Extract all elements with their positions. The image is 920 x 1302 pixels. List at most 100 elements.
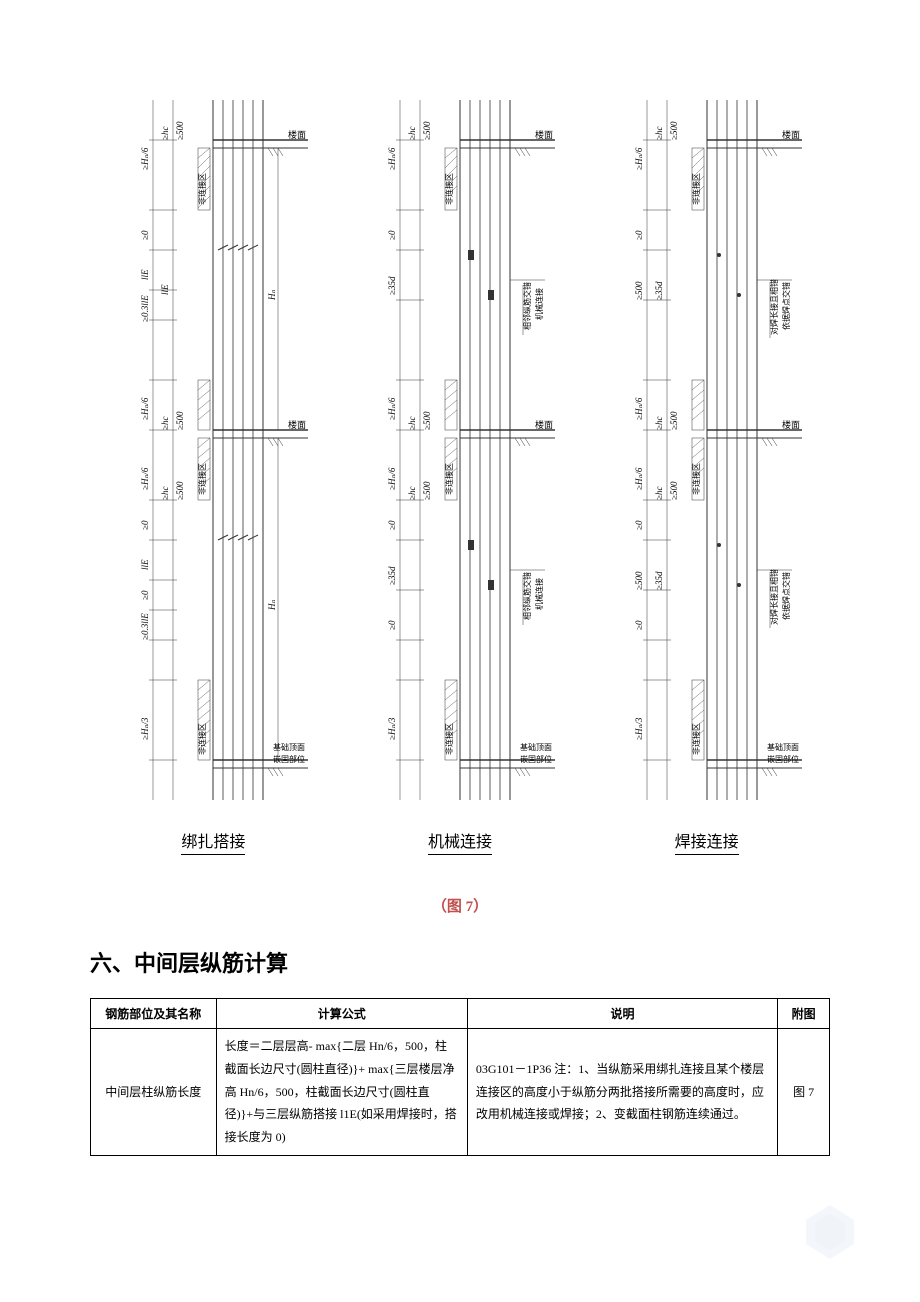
svg-text:非连接区: 非连接区 bbox=[197, 173, 207, 205]
svg-text:非连接区: 非连接区 bbox=[197, 723, 207, 755]
svg-text:楼面: 楼面 bbox=[535, 419, 553, 430]
panel-1-label: 绑扎搭接 bbox=[181, 828, 245, 855]
panel-2-label: 机械连接 bbox=[428, 828, 492, 855]
svg-text:对焊长接且相错: 对焊长接且相错 bbox=[769, 279, 779, 335]
svg-text:llE: llE bbox=[140, 559, 150, 570]
svg-text:≥hc: ≥hc bbox=[160, 417, 170, 430]
svg-text:≥500: ≥500 bbox=[422, 411, 432, 430]
svg-text:≥0: ≥0 bbox=[140, 230, 150, 240]
svg-text:≥hc: ≥hc bbox=[654, 417, 664, 430]
section-title: 六、中间层纵筋计算 bbox=[90, 946, 830, 978]
diagram-container: 楼面 楼面 基础顶面 嵌固部位 bbox=[90, 100, 830, 855]
svg-text:非连接区: 非连接区 bbox=[444, 723, 454, 755]
svg-text:≥35d: ≥35d bbox=[654, 281, 664, 300]
svg-text:≥0: ≥0 bbox=[387, 520, 397, 530]
svg-text:非连接区: 非连接区 bbox=[691, 173, 701, 205]
svg-text:≥500: ≥500 bbox=[175, 411, 185, 430]
watermark-icon bbox=[800, 1202, 860, 1262]
svg-text:非连接区: 非连接区 bbox=[444, 463, 454, 495]
diagram-svg-3: 楼面 楼面 基础顶面 嵌固部位 bbox=[607, 100, 807, 820]
svg-text:≥500: ≥500 bbox=[634, 281, 644, 300]
cell-fig: 图 7 bbox=[778, 1029, 830, 1156]
table-header-2: 计算公式 bbox=[216, 999, 467, 1029]
svg-text:≥hc: ≥hc bbox=[654, 487, 664, 500]
calc-table: 钢筋部位及其名称 计算公式 说明 附图 中间层柱纵筋长度 长度＝二层层高- ma… bbox=[90, 998, 830, 1156]
svg-text:≥0.3llE: ≥0.3llE bbox=[140, 613, 150, 640]
svg-text:楼面: 楼面 bbox=[782, 129, 800, 140]
hatch-top: 非连接区 bbox=[197, 148, 210, 210]
svg-text:非连接区: 非连接区 bbox=[444, 173, 454, 205]
svg-text:≥500: ≥500 bbox=[634, 571, 644, 590]
svg-text:≥0: ≥0 bbox=[634, 620, 644, 630]
floor-mid: 楼面 bbox=[213, 419, 308, 446]
svg-text:≥hc: ≥hc bbox=[160, 487, 170, 500]
svg-text:相邻纵筋交错: 相邻纵筋交错 bbox=[522, 282, 532, 330]
svg-text:基础顶面: 基础顶面 bbox=[520, 742, 552, 752]
cell-formula: 长度＝二层层高- max{二层 Hn/6，500，柱截面长边尺寸(圆柱直径)}+… bbox=[216, 1029, 467, 1156]
table-header-3: 说明 bbox=[467, 999, 777, 1029]
hatch-mid-bot: 非连接区 bbox=[197, 438, 210, 500]
svg-text:≥hc: ≥hc bbox=[160, 127, 170, 140]
svg-text:≥hc: ≥hc bbox=[407, 417, 417, 430]
svg-text:≥500: ≥500 bbox=[175, 121, 185, 140]
svg-text:楼面: 楼面 bbox=[535, 129, 553, 140]
svg-text:≥hc: ≥hc bbox=[654, 127, 664, 140]
svg-text:≥hc: ≥hc bbox=[407, 127, 417, 140]
svg-text:依据焊点交错: 依据焊点交错 bbox=[781, 572, 791, 620]
hatch-bot: 非连接区 bbox=[197, 680, 210, 760]
svg-text:≥500: ≥500 bbox=[669, 411, 679, 430]
svg-text:≥500: ≥500 bbox=[422, 121, 432, 140]
svg-text:≥Hₙ/3: ≥Hₙ/3 bbox=[387, 717, 397, 740]
table-row: 中间层柱纵筋长度 长度＝二层层高- max{二层 Hn/6，500，柱截面长边尺… bbox=[91, 1029, 830, 1156]
svg-text:≥Hₙ/6: ≥Hₙ/6 bbox=[387, 467, 397, 490]
panel-3-label: 焊接连接 bbox=[675, 828, 739, 855]
svg-text:≥Hₙ/3: ≥Hₙ/3 bbox=[634, 717, 644, 740]
svg-text:机械连接: 机械连接 bbox=[534, 578, 544, 610]
diagram-panel-2: 楼面 楼面 基础顶面 嵌固部位 bbox=[360, 100, 560, 855]
svg-text:非连接区: 非连接区 bbox=[691, 463, 701, 495]
svg-text:≥Hₙ/6: ≥Hₙ/6 bbox=[387, 147, 397, 170]
svg-text:≥Hₙ/6: ≥Hₙ/6 bbox=[387, 397, 397, 420]
svg-text:≥Hₙ/6: ≥Hₙ/6 bbox=[140, 467, 150, 490]
floor-top: 楼面 bbox=[213, 129, 308, 156]
svg-text:≥Hₙ/6: ≥Hₙ/6 bbox=[634, 147, 644, 170]
svg-text:嵌固部位: 嵌固部位 bbox=[520, 754, 552, 764]
diagram-panel-3: 楼面 楼面 基础顶面 嵌固部位 bbox=[607, 100, 807, 855]
diagram-svg-2: 楼面 楼面 基础顶面 嵌固部位 bbox=[360, 100, 560, 820]
svg-text:≥500: ≥500 bbox=[175, 481, 185, 500]
svg-text:llE: llE bbox=[140, 269, 150, 280]
svg-text:对焊长接且相错: 对焊长接且相错 bbox=[769, 569, 779, 625]
svg-text:≥Hₙ/3: ≥Hₙ/3 bbox=[140, 717, 150, 740]
svg-text:≥500: ≥500 bbox=[422, 481, 432, 500]
svg-text:楼面: 楼面 bbox=[288, 419, 306, 430]
diagram-panel-1: 楼面 楼面 基础顶面 嵌固部位 bbox=[113, 100, 313, 855]
table-header-4: 附图 bbox=[778, 999, 830, 1029]
svg-text:≥35d: ≥35d bbox=[387, 566, 397, 585]
svg-text:≥35d: ≥35d bbox=[654, 571, 664, 590]
svg-text:≥Hₙ/6: ≥Hₙ/6 bbox=[634, 397, 644, 420]
svg-text:≥0: ≥0 bbox=[387, 230, 397, 240]
svg-text:相邻纵筋交错: 相邻纵筋交错 bbox=[522, 572, 532, 620]
svg-text:≥0: ≥0 bbox=[140, 590, 150, 600]
svg-text:Hₙ: Hₙ bbox=[267, 290, 277, 301]
svg-text:≥0: ≥0 bbox=[140, 520, 150, 530]
svg-text:嵌固部位: 嵌固部位 bbox=[767, 754, 799, 764]
svg-text:≥500: ≥500 bbox=[669, 481, 679, 500]
svg-text:≥Hₙ/6: ≥Hₙ/6 bbox=[140, 397, 150, 420]
svg-text:≥0: ≥0 bbox=[387, 620, 397, 630]
hatch-mid-top bbox=[198, 380, 210, 430]
cell-desc: 03G101－1P36 注：1、当纵筋采用绑扎连接且某个楼层连接区的高度小于纵筋… bbox=[467, 1029, 777, 1156]
diagram-svg-1: 楼面 楼面 基础顶面 嵌固部位 bbox=[113, 100, 313, 820]
svg-text:≥35d: ≥35d bbox=[387, 276, 397, 295]
svg-text:基础顶面: 基础顶面 bbox=[767, 742, 799, 752]
svg-text:≥0.3llE: ≥0.3llE bbox=[140, 295, 150, 322]
svg-text:非连接区: 非连接区 bbox=[691, 723, 701, 755]
svg-text:楼面: 楼面 bbox=[782, 419, 800, 430]
svg-text:机械连接: 机械连接 bbox=[534, 288, 544, 320]
svg-text:≥0: ≥0 bbox=[634, 230, 644, 240]
svg-text:非连接区: 非连接区 bbox=[197, 463, 207, 495]
foundation: 基础顶面 嵌固部位 bbox=[213, 742, 308, 776]
svg-text:依据焊点交错: 依据焊点交错 bbox=[781, 282, 791, 330]
table-header-row: 钢筋部位及其名称 计算公式 说明 附图 bbox=[91, 999, 830, 1029]
svg-text:≥hc: ≥hc bbox=[407, 487, 417, 500]
